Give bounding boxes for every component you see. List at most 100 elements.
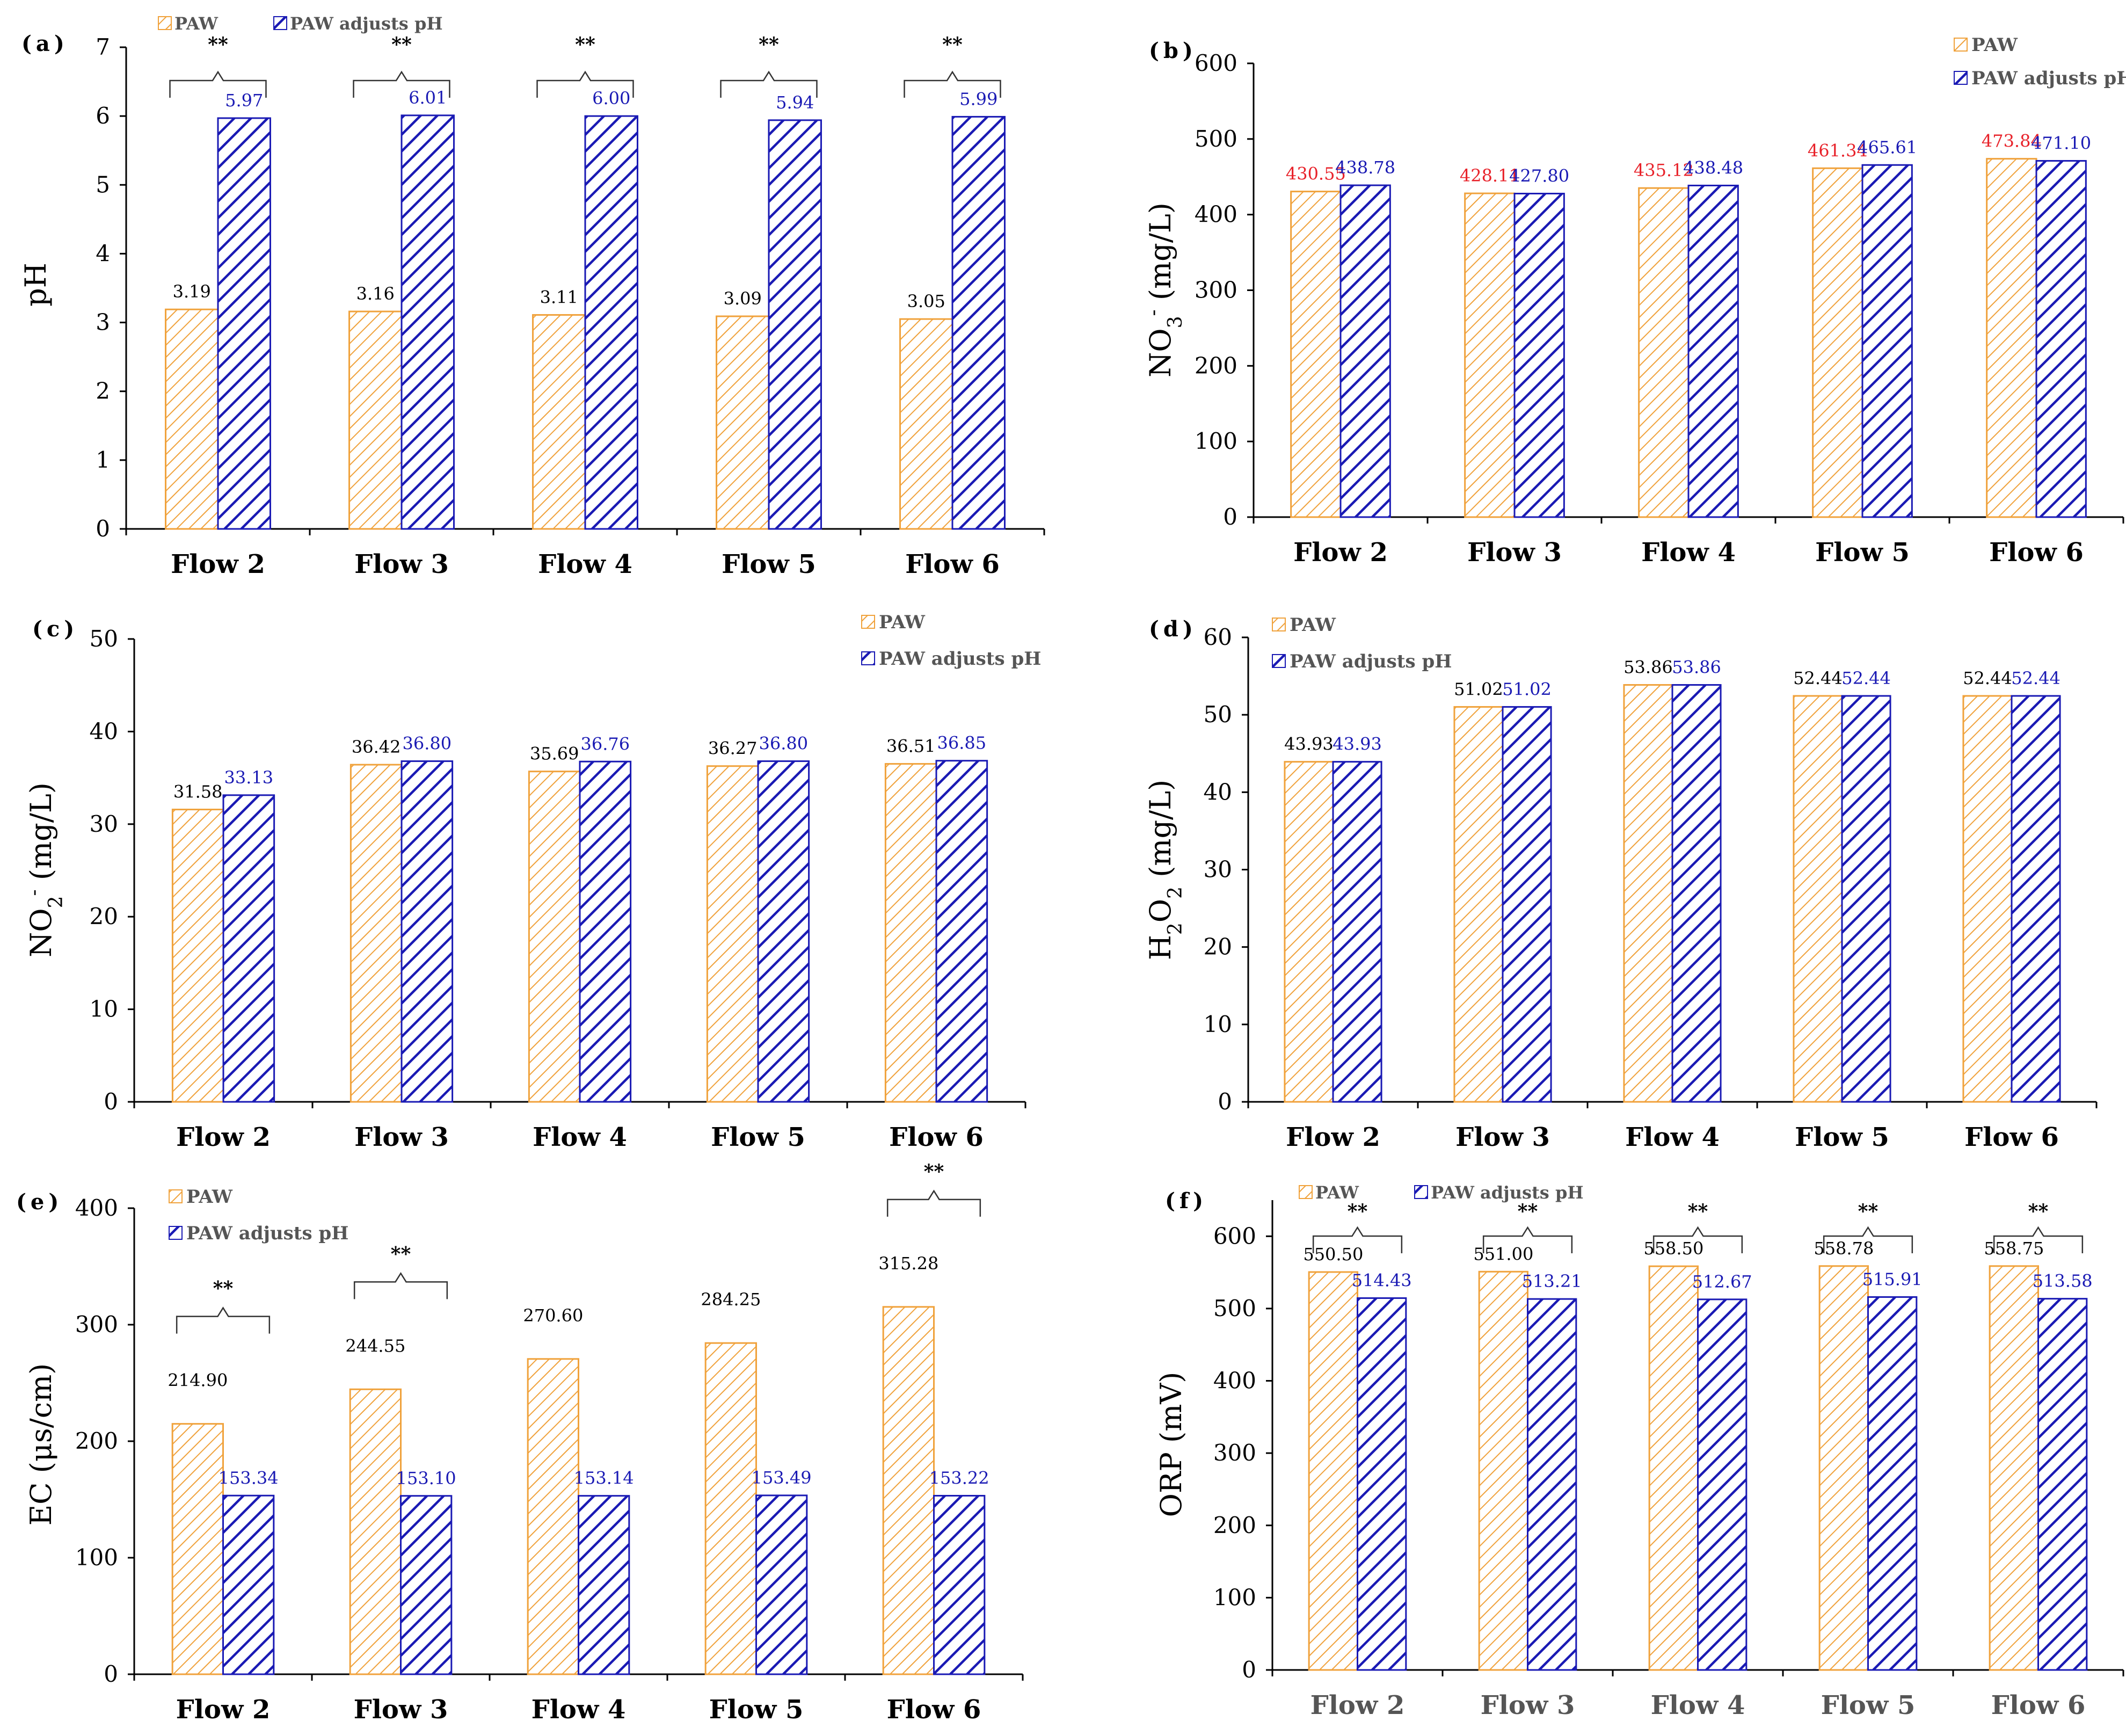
bar-paw-adjusted xyxy=(585,116,637,529)
x-tick-label: Flow 2 xyxy=(1293,537,1388,568)
bar-paw xyxy=(883,1307,934,1674)
significance-stars: ** xyxy=(391,33,412,56)
x-tick-label: Flow 5 xyxy=(709,1695,804,1725)
significance-stars: ** xyxy=(208,33,228,56)
x-tick-label: Flow 2 xyxy=(176,1122,271,1152)
bar-paw-adjusted xyxy=(936,761,987,1102)
x-tick-label: Flow 3 xyxy=(1455,1122,1550,1152)
value-label-paw: 52.44 xyxy=(1793,668,1843,688)
value-label-paw: 35.69 xyxy=(530,744,579,764)
value-label-adjusted: 512.67 xyxy=(1692,1272,1752,1292)
value-label-paw: 53.86 xyxy=(1623,657,1673,678)
x-tick-label: Flow 4 xyxy=(1651,1690,1745,1720)
value-label-paw: 3.05 xyxy=(907,291,945,311)
y-tick-label: 30 xyxy=(90,811,118,837)
legend-label-paw: PAW xyxy=(1290,614,1336,636)
y-tick-label: 600 xyxy=(1213,1223,1256,1249)
significance-stars: ** xyxy=(924,1160,944,1183)
bar-paw xyxy=(1987,159,2036,517)
value-label-adjusted: 438.48 xyxy=(1683,157,1743,178)
x-tick-label: Flow 3 xyxy=(1467,537,1562,568)
x-tick-label: Flow 6 xyxy=(1964,1122,2059,1152)
bar-paw-adjusted xyxy=(1698,1299,1746,1670)
bar-paw-adjusted xyxy=(402,115,454,529)
y-tick-label: 7 xyxy=(96,34,110,60)
legend-swatch-adjusted xyxy=(274,17,287,30)
value-label-paw: 551.00 xyxy=(1473,1244,1533,1264)
y-tick-label: 500 xyxy=(1195,126,1237,152)
value-label-adjusted: 5.99 xyxy=(959,89,998,109)
bar-paw-adjusted xyxy=(1503,707,1551,1102)
value-label-paw: 36.27 xyxy=(708,738,758,759)
y-tick-label: 400 xyxy=(75,1195,118,1221)
panel-label: (b) xyxy=(1149,38,1197,63)
y-tick-label: 100 xyxy=(1213,1584,1256,1610)
y-tick-label: 200 xyxy=(1195,352,1237,379)
x-tick-label: Flow 3 xyxy=(354,549,449,579)
x-tick-label: Flow 6 xyxy=(887,1695,981,1725)
y-tick-label: 0 xyxy=(1218,1088,1232,1115)
x-tick-label: Flow 6 xyxy=(1991,1690,2086,1720)
x-tick-label: Flow 2 xyxy=(171,549,265,579)
legend-swatch-adjusted xyxy=(1415,1186,1428,1199)
bar-paw xyxy=(707,766,758,1102)
value-label-paw: 558.75 xyxy=(1984,1238,2044,1259)
bar-paw-adjusted xyxy=(1358,1298,1406,1670)
legend-label-paw: PAW xyxy=(1315,1182,1359,1203)
value-label-adjusted: 36.80 xyxy=(759,733,809,754)
significance-stars: ** xyxy=(575,33,595,56)
significance-stars: ** xyxy=(2028,1200,2049,1223)
value-label-adjusted: 515.91 xyxy=(1862,1269,1923,1290)
panel-label: (a) xyxy=(21,31,69,56)
value-label-adjusted: 36.85 xyxy=(937,733,987,753)
panel-label: (f) xyxy=(1165,1188,1207,1214)
y-tick-label: 0 xyxy=(104,1088,118,1115)
bar-paw-adjusted xyxy=(1672,685,1721,1102)
bar-paw xyxy=(1813,168,1862,517)
value-label-adjusted: 438.78 xyxy=(1335,157,1395,178)
value-label-adjusted: 33.13 xyxy=(224,767,274,788)
bar-paw-adjusted xyxy=(1515,194,1564,517)
x-tick-label: Flow 2 xyxy=(176,1695,271,1725)
y-axis-label: pH xyxy=(19,263,53,307)
panel-label: (c) xyxy=(32,616,78,642)
significance-bracket xyxy=(354,1273,447,1299)
bar-paw xyxy=(529,772,580,1102)
bar-paw-adjusted xyxy=(756,1495,807,1674)
value-label-adjusted: 36.76 xyxy=(581,733,630,754)
y-tick-label: 100 xyxy=(1195,428,1237,454)
bar-paw-adjusted xyxy=(952,117,1004,529)
legend-label-adjusted: PAW adjusts pH xyxy=(290,13,443,34)
y-tick-label: 300 xyxy=(75,1311,118,1338)
legend-swatch-adjusted xyxy=(1272,655,1285,667)
value-label-paw: 3.09 xyxy=(724,288,762,309)
bar-paw xyxy=(1285,762,1333,1102)
value-label-adjusted: 514.43 xyxy=(1352,1270,1412,1290)
significance-stars: ** xyxy=(942,33,963,56)
bar-paw-adjusted xyxy=(1688,185,1738,517)
legend-label-adjusted: PAW adjusts pH xyxy=(1290,651,1452,672)
legend-swatch-paw xyxy=(1299,1186,1312,1199)
bar-paw xyxy=(528,1359,578,1674)
y-tick-label: 300 xyxy=(1213,1440,1256,1466)
bar-paw xyxy=(350,1389,401,1674)
y-tick-label: 500 xyxy=(1213,1295,1256,1321)
value-label-adjusted: 6.01 xyxy=(409,88,447,108)
bar-paw-adjusted xyxy=(934,1496,985,1674)
bar-paw xyxy=(1291,192,1341,517)
value-label-adjusted: 153.22 xyxy=(929,1468,989,1488)
value-label-paw: 315.28 xyxy=(878,1253,938,1274)
bar-paw xyxy=(1624,685,1672,1102)
legend-swatch-paw xyxy=(862,615,875,628)
value-label-adjusted: 153.14 xyxy=(574,1468,634,1488)
y-axis-label: ORP (mV) xyxy=(1154,1372,1188,1517)
bar-paw-adjusted xyxy=(758,761,809,1102)
bar-paw xyxy=(717,316,769,529)
